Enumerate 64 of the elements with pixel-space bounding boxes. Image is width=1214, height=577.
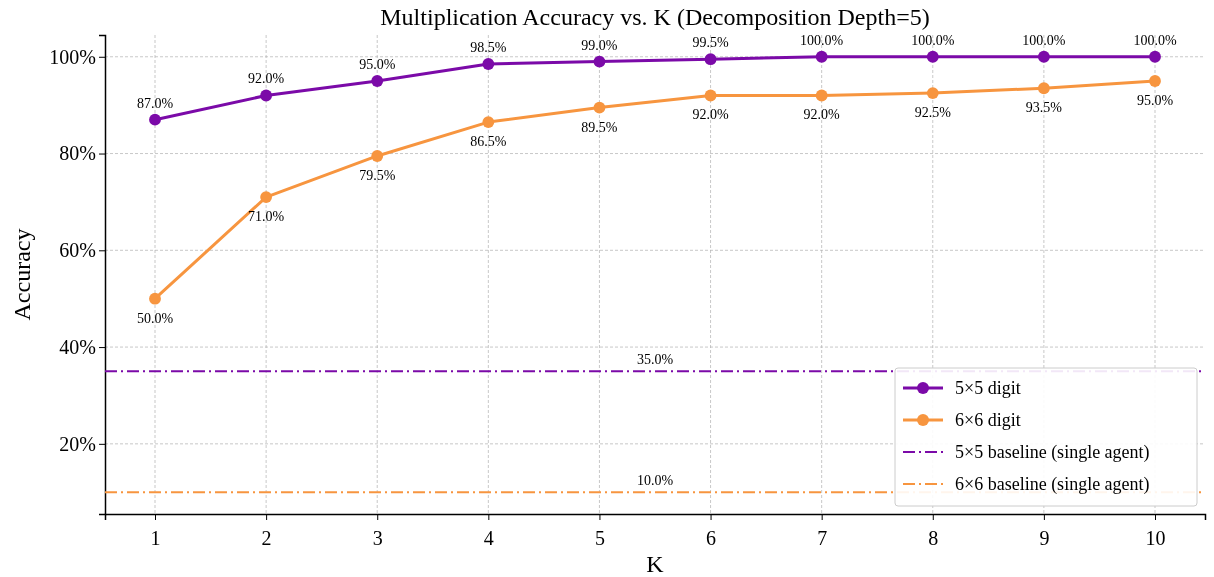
data-label: 95.0% [1136,92,1174,108]
x-tick-label: 10 [1145,527,1166,549]
y-tick-label: 100% [49,45,96,68]
point [149,113,161,126]
point [260,191,273,203]
point [149,292,161,305]
data-label: 71.0% [248,209,285,225]
point [1037,82,1050,95]
data-label: 92.5% [914,105,952,121]
x-axis-title: K [646,551,665,577]
point [1149,75,1161,87]
data-label: 100.0% [1133,32,1177,48]
x-tick-label: 9 [1039,527,1050,549]
point [815,89,828,102]
x-tick-label: 1 [150,527,161,549]
x-tick-label: 8 [928,527,939,549]
data-label: 92.0% [692,107,729,123]
point [1149,50,1161,63]
annotation: 10.0% [636,473,674,489]
point [371,75,384,87]
data-label: 95.0% [359,56,396,72]
ref-line-label: 6×6 baseline (single agent) [955,474,1150,495]
data-label: 50.0% [136,310,174,326]
x-tick-label: 6 [706,527,717,549]
y-tick-label: 60% [59,239,96,262]
data-label: 100.0% [911,32,955,48]
data-label: 92.0% [248,71,285,87]
x-tick-label: 5 [594,527,605,549]
legend-label: 6×6 digit [955,410,1021,430]
data-label: 99.5% [692,35,729,51]
legend-label: 5×5 digit [955,378,1021,398]
data-label: 87.0% [136,95,174,111]
x-tick-label: 4 [483,527,494,549]
data-label: 93.5% [1025,100,1063,116]
y-axis-title: Accuracy [9,228,35,321]
point [1037,50,1050,63]
point [593,55,606,68]
y-tick-label: 20% [59,432,96,455]
y-tick-label: 40% [59,335,96,358]
data-label: 89.5% [581,119,618,135]
point [926,87,939,99]
data-label: 79.5% [359,167,396,183]
data-label: 98.5% [470,40,507,56]
point [815,50,828,63]
data-label: 86.5% [470,134,507,150]
point [482,116,495,128]
x-tick-label: 7 [817,527,828,549]
point [704,89,717,102]
data-label: 100.0% [1022,32,1066,48]
legend-label: 5×5 baseline (single agent) [955,442,1150,463]
point [260,89,273,102]
point [371,150,384,162]
point [926,50,939,63]
x-tick-label: 2 [261,527,272,549]
data-label: 99.0% [581,37,618,53]
y-tick-label: 80% [59,142,96,165]
chart-title: Multiplication Accuracy vs. K (Decomposition Depth=5) [380,4,930,30]
x-tick-label: 3 [372,527,383,549]
point [593,101,606,114]
data-label: 100.0% [800,32,844,48]
point [482,58,495,70]
annotation: 35.0% [636,352,674,368]
point [704,53,717,66]
data-label: 92.0% [803,107,841,123]
